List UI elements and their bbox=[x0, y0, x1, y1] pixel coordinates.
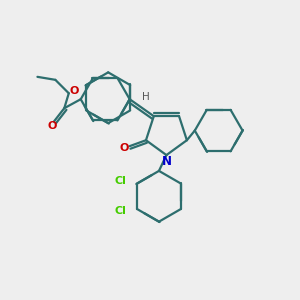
Text: H: H bbox=[142, 92, 150, 102]
Text: Cl: Cl bbox=[115, 206, 127, 216]
Text: N: N bbox=[161, 155, 171, 168]
Text: Cl: Cl bbox=[115, 176, 127, 186]
Text: O: O bbox=[48, 121, 57, 131]
Text: O: O bbox=[119, 143, 129, 153]
Text: O: O bbox=[70, 86, 79, 96]
